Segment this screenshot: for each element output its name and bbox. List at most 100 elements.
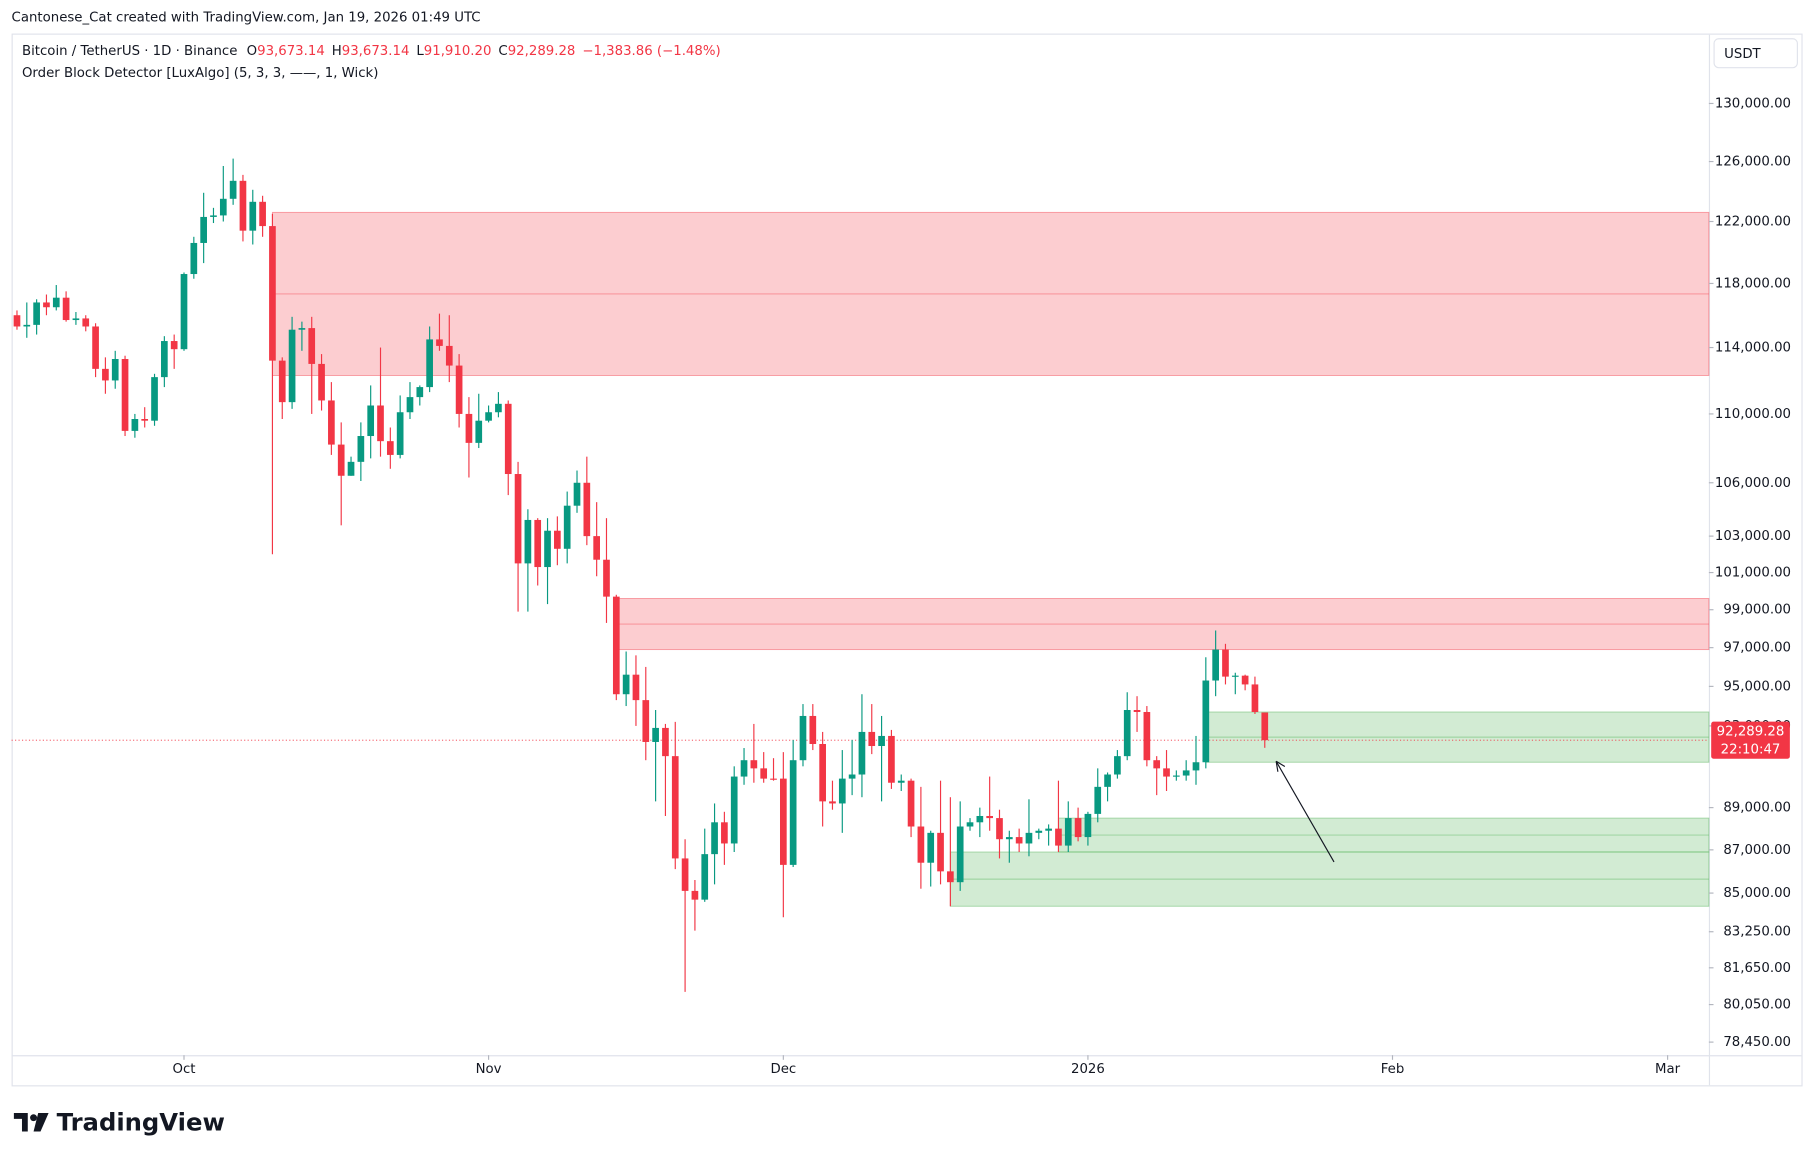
symbol: Bitcoin / TetherUS · 1D · Binance [22, 44, 237, 59]
candle-body [907, 780, 915, 827]
y-tick-label: 126,000.00 [1715, 155, 1791, 170]
currency-button[interactable] [1713, 38, 1798, 69]
candle-body [888, 735, 895, 783]
candle-body [1074, 818, 1082, 838]
candle-body [721, 822, 728, 844]
change: −1,383.86 (−1.48%) [582, 44, 720, 59]
last-price-box [1711, 721, 1790, 759]
candle-body [937, 832, 944, 872]
candle-body [357, 436, 365, 462]
candle-body [829, 801, 836, 804]
order-block [1057, 817, 1710, 853]
candle-body [426, 339, 433, 388]
ohlc-key: C [498, 44, 507, 59]
annotation-arrow [1275, 761, 1335, 863]
candle-body [681, 858, 689, 891]
ohlc-value: 92,289.28 [508, 44, 576, 59]
candle-body [1173, 775, 1180, 777]
candle-body [1064, 818, 1072, 846]
y-tick-label: 95,000.00 [1723, 679, 1791, 694]
y-tick-label: 85,000.00 [1723, 886, 1791, 901]
candle-body [760, 768, 768, 779]
candle-body [33, 302, 40, 325]
y-tick-label: 87,000.00 [1723, 843, 1791, 858]
candle-body [82, 318, 90, 327]
candle-body [1025, 832, 1033, 844]
candle-body [416, 387, 424, 398]
x-tick-label: Dec [770, 1062, 796, 1077]
candle-body [622, 674, 630, 695]
candle-body [111, 358, 119, 381]
y-tick-label: 101,000.00 [1715, 566, 1791, 581]
candle-body [799, 715, 807, 761]
order-block [949, 851, 1710, 907]
candle-body [131, 419, 139, 431]
candle-body [1045, 828, 1052, 831]
y-tick-label: 81,650.00 [1723, 961, 1791, 976]
candle-body [1123, 710, 1131, 757]
candle-body [249, 201, 257, 231]
candle-body [92, 326, 99, 369]
y-tick-label: 114,000.00 [1715, 341, 1791, 356]
candle-body [1212, 649, 1219, 681]
candle-body [1114, 756, 1121, 775]
candle-body [1222, 649, 1229, 677]
candle-body [711, 822, 718, 855]
candle-body [1035, 830, 1043, 833]
candle-body [819, 743, 826, 802]
candle-body [671, 756, 679, 859]
candle-body [278, 360, 286, 403]
currency[interactable]: USDT [1724, 47, 1761, 62]
y-tick-label: 110,000.00 [1715, 407, 1791, 422]
order-block [271, 211, 1710, 376]
candle-body [43, 302, 50, 308]
ohlc-value: 93,673.14 [257, 44, 325, 59]
candle-body [495, 403, 502, 413]
candle-body [72, 318, 80, 321]
logo-mark [13, 1113, 28, 1132]
candle-body [947, 871, 954, 883]
candle-body [858, 731, 866, 775]
candle-body [298, 328, 306, 330]
order-block [1205, 711, 1710, 763]
candle-body [1231, 675, 1239, 677]
candle-body [219, 198, 227, 216]
ohlc-key: H [332, 44, 342, 59]
y-tick-label: 97,000.00 [1723, 641, 1791, 656]
candle-body [956, 826, 964, 883]
symbol-legend: Bitcoin / TetherUS · 1D · Binance O93,673… [22, 44, 721, 59]
logo-mark [33, 1113, 49, 1132]
candle-body [406, 397, 414, 413]
last-price-label: 92,289.28 [1717, 725, 1785, 740]
candle-body [161, 341, 168, 378]
candle-body [563, 505, 571, 549]
candle-body [848, 774, 856, 779]
y-tick-label: 80,050.00 [1723, 998, 1791, 1013]
brand-name: TradingView [57, 1107, 225, 1136]
x-tick-label: Oct [173, 1062, 196, 1077]
candle-body [141, 419, 149, 421]
candle-body [180, 274, 188, 350]
candle-body [878, 735, 885, 747]
candle-body [1104, 774, 1111, 787]
candle-body [544, 530, 551, 568]
candle-body [652, 727, 659, 742]
credit: Cantonese_Cat created with TradingView.c… [12, 10, 481, 25]
candle-body [917, 826, 925, 863]
candle-body [1055, 828, 1062, 846]
candle-body [632, 674, 640, 701]
candle-body [308, 328, 316, 364]
candle-body [612, 596, 620, 695]
candle-body [573, 482, 581, 506]
plot-area [11, 158, 1710, 992]
candle-body [662, 727, 669, 757]
candle-body [102, 368, 109, 381]
ohlc-key: O [247, 44, 257, 59]
candle-body [1094, 786, 1102, 814]
ohlc-key: L [416, 44, 424, 59]
candle-body [750, 760, 758, 769]
candle-body [603, 559, 610, 597]
candle-body [1202, 680, 1210, 763]
x-tick-label: 2026 [1071, 1062, 1105, 1077]
